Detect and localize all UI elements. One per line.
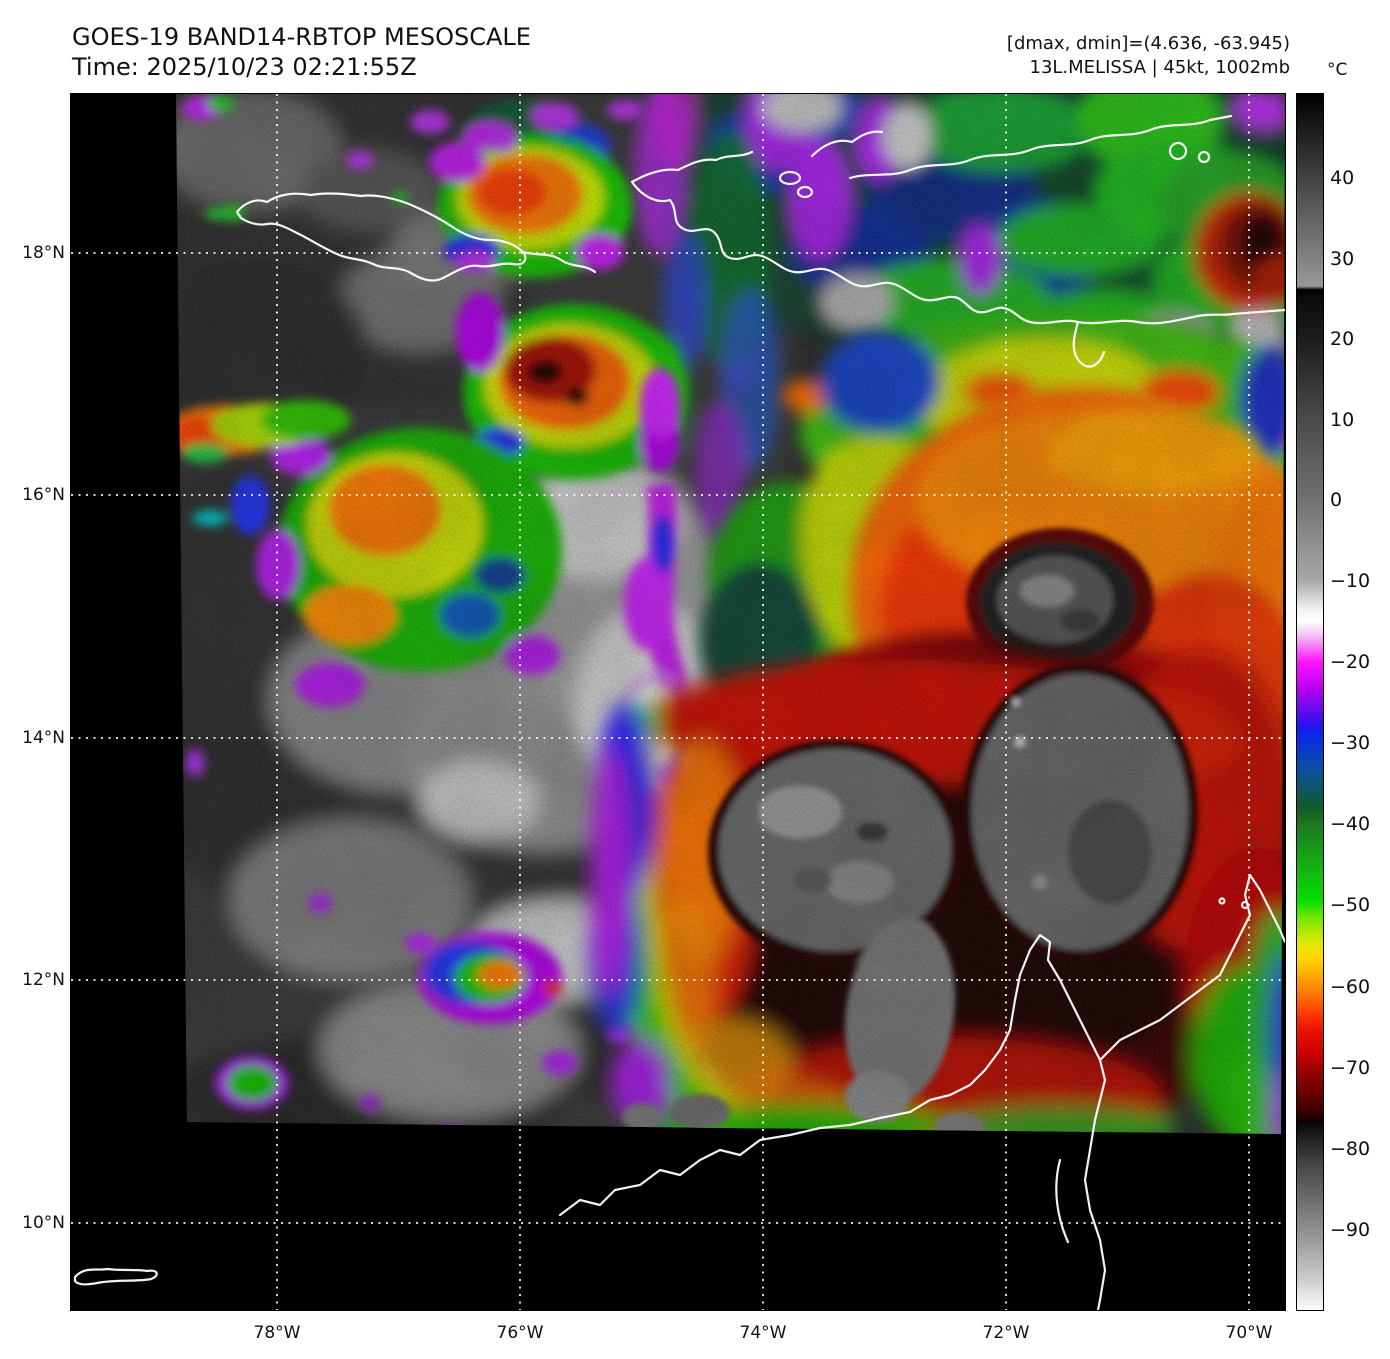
timestamp: Time: 2025/10/23 02:21:55Z [72, 53, 417, 81]
colorbar-tick: 10 [1330, 409, 1355, 431]
lake-1 [1168, 141, 1188, 161]
colorbar-tick: −50 [1330, 894, 1371, 916]
lake-maracaibo [1055, 1158, 1070, 1244]
coastline-falcon [1098, 873, 1285, 1062]
temperature-colorbar [1296, 93, 1324, 1311]
lon-label-70w: 70°W [1225, 1323, 1273, 1343]
coastline-corner [73, 1267, 158, 1286]
colorbar-tick: −10 [1330, 570, 1371, 592]
latlon-grid [71, 94, 1285, 1310]
island-curacao [1218, 897, 1226, 905]
satellite-map: Copyright © 2020-2025 Dapiya [70, 93, 1286, 1311]
lat-label-12n: 12°N [22, 970, 65, 990]
colorbar-tick: −70 [1330, 1057, 1371, 1079]
colorbar-tick: 40 [1330, 167, 1355, 189]
lat-label-16n: 16°N [22, 485, 65, 505]
colorbar-tick: −40 [1330, 813, 1371, 835]
lon-label-78w: 78°W [253, 1323, 301, 1343]
lat-label-14n: 14°N [22, 728, 65, 748]
page-title: GOES-19 BAND14-RBTOP MESOSCALE [72, 23, 531, 51]
lake-2 [1197, 150, 1211, 164]
colorbar-tick: −90 [1330, 1219, 1371, 1241]
colorbar-tick: −80 [1330, 1138, 1371, 1160]
lat-label-18n: 18°N [22, 243, 65, 263]
colorbar-tick: 20 [1330, 328, 1355, 350]
lat-label-10n: 10°N [22, 1213, 65, 1233]
coastline-hispaniola-north [810, 114, 1233, 180]
coastline-jamaica-se [521, 250, 597, 274]
colorbar-tick: 30 [1330, 248, 1355, 270]
coastline-barahona [1072, 320, 1106, 368]
island-small [796, 185, 814, 199]
satellite-image [71, 94, 1285, 1310]
colorbar-tick: −20 [1330, 651, 1371, 673]
coastline-jamaica [235, 192, 527, 282]
texture-grain-dark [176, 94, 1285, 1134]
lon-label-74w: 74°W [739, 1323, 787, 1343]
coastline-south-america [558, 933, 1107, 1310]
lon-label-76w: 76°W [496, 1323, 544, 1343]
colorbar-tick: −60 [1330, 976, 1371, 998]
storm-info-block: [dmax, dmin]=(4.636, -63.945) 13L.MELISS… [1007, 32, 1290, 80]
colorbar-tick: 0 [1330, 489, 1343, 511]
coastlines [73, 114, 1285, 1310]
island-aruba [1240, 900, 1250, 910]
storm-status: 13L.MELISSA | 45kt, 1002mb [1029, 57, 1291, 78]
satellite-data-region [176, 94, 1285, 1134]
dmax-dmin-readout: [dmax, dmin]=(4.636, -63.945) [1006, 33, 1290, 54]
lon-label-72w: 72°W [982, 1323, 1030, 1343]
colorbar-tick: −30 [1330, 732, 1371, 754]
colorbar-unit-label: °C [1327, 60, 1348, 80]
island-gonave [778, 170, 802, 186]
